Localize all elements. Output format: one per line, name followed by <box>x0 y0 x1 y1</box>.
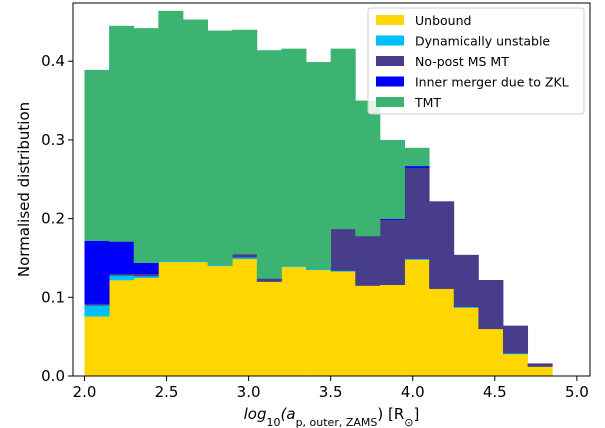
bar-dynamically-unstable-10 <box>330 270 356 272</box>
x-tick-label: 2.0 <box>73 383 97 401</box>
bar-unbound-1 <box>109 279 135 377</box>
bar-dynamically-unstable-2 <box>133 276 159 278</box>
bar-tmt-5 <box>207 30 233 266</box>
bar-dynamically-unstable-6 <box>232 257 258 260</box>
bar-dynamically-unstable-17 <box>503 353 529 355</box>
legend-swatch <box>376 56 404 66</box>
bar-tmt-12 <box>379 139 405 219</box>
legend-swatch <box>376 35 404 46</box>
bar-no-post-ms-mt-13 <box>404 167 430 260</box>
bar-no-post-ms-mt-16 <box>478 279 504 330</box>
histogram-bars <box>84 10 553 377</box>
bar-no-post-ms-mt-14 <box>429 201 455 289</box>
bar-tmt-2 <box>133 28 159 263</box>
bar-tmt-9 <box>306 62 332 270</box>
bar-unbound-5 <box>207 265 233 377</box>
x-tick-label: 2.5 <box>155 383 179 401</box>
y-tick-label: 0.0 <box>41 367 65 385</box>
bar-unbound-4 <box>182 261 208 377</box>
y-axis-label: Normalised distribution <box>15 102 33 277</box>
bar-tmt-8 <box>281 48 307 267</box>
bar-tmt-3 <box>158 10 184 262</box>
bar-dynamically-unstable-0 <box>84 305 110 317</box>
y-tick-label: 0.1 <box>41 288 65 306</box>
legend-label: Inner merger due to ZKL <box>415 75 569 90</box>
bar-tmt-7 <box>256 50 282 279</box>
bar-unbound-9 <box>306 269 332 377</box>
bar-no-post-ms-mt-18 <box>527 363 553 367</box>
bar-inner-merger-due-to-zkl-12 <box>379 218 405 220</box>
legend-swatch <box>376 97 404 107</box>
bar-unbound-0 <box>84 316 110 377</box>
legend-label: Unbound <box>415 13 471 28</box>
bar-unbound-15 <box>453 307 479 377</box>
bar-dynamically-unstable-3 <box>158 261 184 263</box>
bar-unbound-13 <box>404 259 430 377</box>
legend-label: TMT <box>414 95 441 110</box>
bar-inner-merger-due-to-zkl-1 <box>109 241 135 275</box>
bar-dynamically-unstable-15 <box>453 306 479 308</box>
bar-inner-merger-due-to-zkl-0 <box>84 240 110 304</box>
y-tick-label: 0.2 <box>41 210 65 228</box>
x-tick-label: 4.5 <box>483 383 507 401</box>
x-tick-label: 5.0 <box>565 383 589 401</box>
bar-inner-merger-due-to-zkl-2 <box>133 262 159 275</box>
bar-unbound-7 <box>256 281 282 377</box>
bar-no-post-ms-mt-6 <box>232 254 258 258</box>
bar-unbound-10 <box>330 271 356 377</box>
bar-unbound-17 <box>503 353 529 377</box>
x-tick-label: 3.5 <box>319 383 343 401</box>
bar-no-post-ms-mt-0 <box>84 303 110 306</box>
bar-inner-merger-due-to-zkl-13 <box>404 165 430 168</box>
y-axis-ticks: 0.0 0.1 0.2 0.3 0.4 <box>41 52 73 385</box>
bar-dynamically-unstable-13 <box>404 258 430 260</box>
bar-dynamically-unstable-8 <box>281 265 307 267</box>
bar-unbound-3 <box>158 261 184 377</box>
y-tick-label: 0.4 <box>41 52 65 70</box>
bar-no-post-ms-mt-1 <box>109 273 135 276</box>
x-tick-label: 4.0 <box>401 383 425 401</box>
bar-no-post-ms-mt-11 <box>355 235 381 286</box>
bar-tmt-4 <box>182 19 208 262</box>
legend-box <box>367 7 585 115</box>
bar-no-post-ms-mt-2 <box>133 273 159 277</box>
bar-no-post-ms-mt-15 <box>453 254 479 308</box>
plot-frame <box>72 2 591 377</box>
legend-label: No-post MS MT <box>415 54 509 69</box>
bar-unbound-16 <box>478 328 504 377</box>
bar-tmt-11 <box>355 100 381 237</box>
bar-tmt-10 <box>330 48 356 230</box>
legend-swatch <box>376 76 404 87</box>
bar-unbound-6 <box>232 258 258 377</box>
x-axis-label: log10(ap, outer, ZAMS) [R⊙] <box>244 405 420 428</box>
y-tick-label: 0.3 <box>41 131 65 149</box>
bar-tmt-1 <box>109 25 135 242</box>
x-axis-ticks: 2.0 2.5 3.0 3.5 4.0 4.5 5.0 <box>73 376 589 401</box>
legend-label: Dynamically unstable <box>415 34 550 49</box>
legend: Unbound Dynamically unstable No-post MS MT… <box>367 7 585 115</box>
bar-unbound-18 <box>527 366 553 377</box>
bar-tmt-13 <box>404 147 430 167</box>
bar-no-post-ms-mt-10 <box>330 228 356 271</box>
bar-dynamically-unstable-5 <box>207 265 233 267</box>
bar-unbound-11 <box>355 285 381 377</box>
bar-unbound-2 <box>133 277 159 377</box>
x-tick-label: 3.0 <box>237 383 261 401</box>
bar-unbound-14 <box>429 288 455 377</box>
bar-tmt-0 <box>84 69 110 241</box>
bar-no-post-ms-mt-7 <box>256 278 282 282</box>
bar-no-post-ms-mt-12 <box>379 219 405 286</box>
bar-dynamically-unstable-1 <box>109 275 135 281</box>
bar-dynamically-unstable-9 <box>306 268 332 271</box>
legend-swatch <box>376 15 404 25</box>
bar-unbound-8 <box>281 266 307 377</box>
bar-unbound-12 <box>379 284 405 377</box>
bar-tmt-6 <box>232 29 258 255</box>
bar-no-post-ms-mt-17 <box>503 325 529 354</box>
bar-dynamically-unstable-4 <box>182 261 208 263</box>
